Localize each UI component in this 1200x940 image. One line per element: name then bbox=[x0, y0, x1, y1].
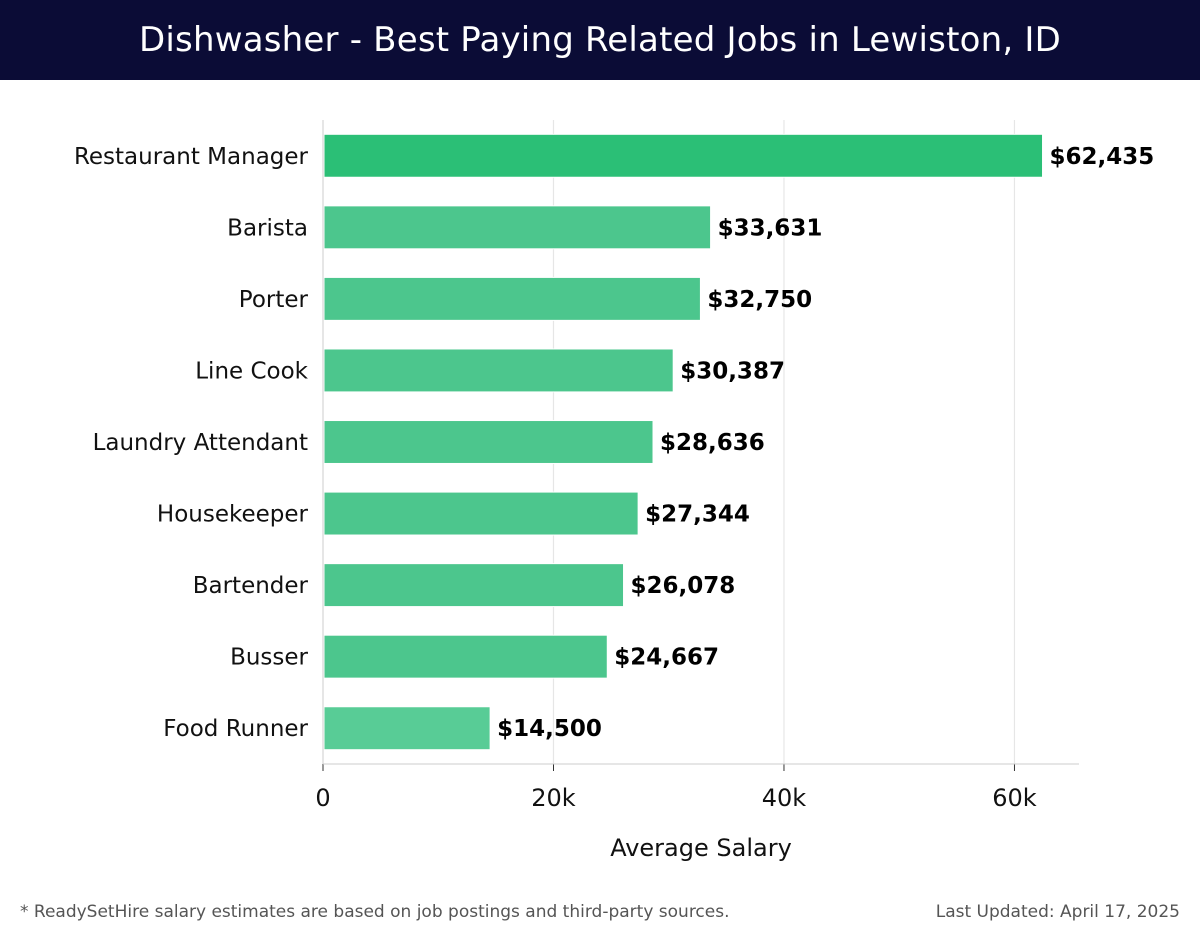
category-label: Bartender bbox=[193, 573, 309, 599]
value-label: $32,750 bbox=[707, 287, 812, 313]
bar-chart: 0 20k 40k 60k Restaurant Manager $62,435 Baris… bbox=[74, 120, 1155, 862]
x-tick-label: 60k bbox=[992, 784, 1037, 812]
bar-restaurant-manager bbox=[323, 133, 1044, 178]
category-label: Housekeeper bbox=[157, 502, 309, 528]
bar-food-runner bbox=[323, 706, 491, 751]
bar-porter bbox=[323, 276, 701, 321]
value-label: $26,078 bbox=[631, 573, 736, 599]
value-label: $27,344 bbox=[645, 502, 750, 528]
category-label: Porter bbox=[239, 287, 309, 313]
x-tick-label: 20k bbox=[531, 784, 576, 812]
category-label: Restaurant Manager bbox=[74, 144, 309, 170]
category-label: Food Runner bbox=[163, 716, 308, 742]
bar-line-cook bbox=[323, 348, 674, 393]
value-label: $24,667 bbox=[614, 645, 719, 671]
x-tick-label: 0 bbox=[315, 784, 330, 812]
value-label: $30,387 bbox=[680, 358, 785, 384]
category-label: Busser bbox=[230, 645, 308, 671]
value-label: $33,631 bbox=[718, 215, 823, 241]
footer-note: * ReadySetHire salary estimates are base… bbox=[20, 902, 730, 922]
bar-bartender bbox=[323, 563, 625, 608]
bar-housekeeper bbox=[323, 491, 639, 536]
bar-barista bbox=[323, 205, 712, 250]
category-label: Line Cook bbox=[195, 358, 308, 384]
category-label: Laundry Attendant bbox=[93, 430, 308, 456]
last-updated: Last Updated: April 17, 2025 bbox=[935, 902, 1180, 922]
bar-busser bbox=[323, 634, 608, 679]
x-axis-title: Average Salary bbox=[610, 834, 792, 862]
bar-laundry-attendant bbox=[323, 420, 654, 464]
value-label: $28,636 bbox=[660, 430, 765, 456]
category-label: Barista bbox=[227, 215, 308, 241]
value-label: $14,500 bbox=[497, 716, 602, 742]
x-tick-label: 40k bbox=[762, 784, 807, 812]
value-label: $62,435 bbox=[1050, 144, 1155, 170]
chart-title: Dishwasher - Best Paying Related Jobs in… bbox=[0, 0, 1200, 80]
